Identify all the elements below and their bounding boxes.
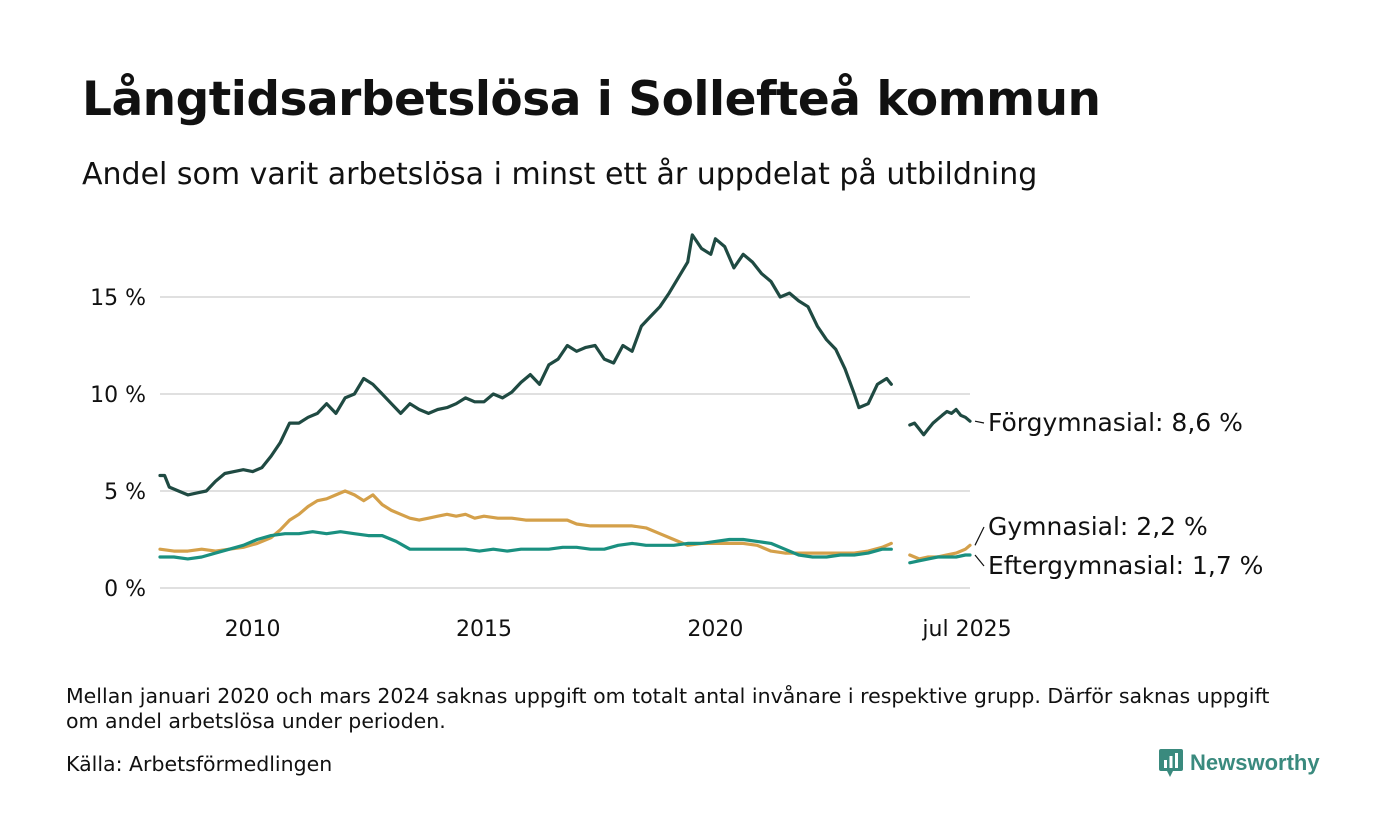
y-tick-label: 0 %	[104, 577, 146, 602]
series-line-segment	[908, 553, 972, 565]
series-eftergymnasial	[158, 530, 972, 565]
footnote: Mellan januari 2020 och mars 2024 saknas…	[66, 684, 1270, 733]
x-tick-label: 2010	[225, 617, 281, 642]
y-tick-label: 5 %	[104, 480, 146, 505]
line-chart: 0 % 5 % 10 % 15 % 2010 2015 2020 jul 2025 Förg…	[90, 233, 1263, 642]
grid-lines	[160, 296, 970, 589]
series-förgymnasial	[158, 233, 972, 497]
series-label-förgymnasial: Förgymnasial: 8,6 %	[988, 408, 1243, 437]
label-leader-line	[974, 526, 985, 546]
label-leader-line	[974, 554, 985, 567]
series-labels: Förgymnasial: 8,6 % Gymnasial: 2,2 % Efter…	[974, 408, 1263, 580]
brand-name: Newsworthy	[1190, 750, 1320, 775]
series-lines	[158, 233, 972, 565]
chart-title: Långtidsarbetslösa i Sollefteå kommun	[82, 72, 1101, 127]
y-axis-ticks: 0 % 5 % 10 % 15 %	[90, 286, 146, 602]
series-line-segment	[158, 530, 893, 561]
series-line-segment	[158, 489, 893, 555]
x-tick-label: jul 2025	[921, 617, 1011, 642]
x-axis-ticks: 2010 2015 2020 jul 2025	[225, 617, 1012, 642]
series-label-gymnasial: Gymnasial: 2,2 %	[988, 512, 1208, 541]
label-leader-line	[974, 420, 985, 424]
series-line-segment	[908, 407, 972, 437]
source-note: Källa: Arbetsförmedlingen	[66, 752, 333, 776]
y-tick-label: 10 %	[90, 383, 146, 408]
newsworthy-logo-icon	[1159, 749, 1183, 777]
x-tick-label: 2015	[456, 617, 512, 642]
y-tick-label: 15 %	[90, 286, 146, 311]
series-label-eftergymnasial: Eftergymnasial: 1,7 %	[988, 551, 1263, 580]
x-tick-label: 2020	[687, 617, 743, 642]
series-line-segment	[158, 233, 893, 497]
chart-subtitle: Andel som varit arbetslösa i minst ett å…	[82, 157, 1038, 192]
brand-logo[interactable]: Newsworthy	[1158, 748, 1320, 778]
